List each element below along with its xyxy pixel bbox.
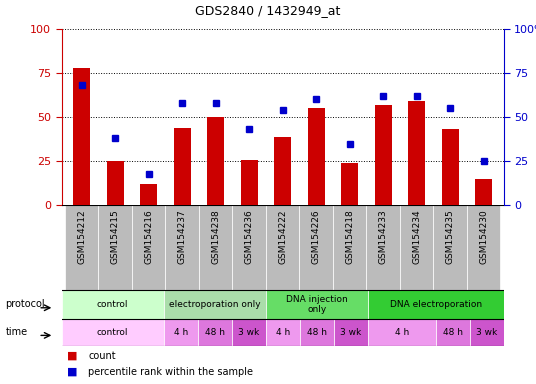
Text: GSM154226: GSM154226 [312,210,321,264]
Text: 3 wk: 3 wk [238,328,259,337]
Text: 48 h: 48 h [443,328,463,337]
Bar [199,205,233,290]
Bar [62,319,163,346]
Bar [232,319,266,346]
Bar [368,319,436,346]
Bar [408,101,425,205]
Bar [73,68,90,205]
Bar [266,205,300,290]
Bar [198,319,232,346]
Bar [266,290,368,319]
Text: 3 wk: 3 wk [476,328,497,337]
Bar [140,184,157,205]
Bar [375,105,392,205]
Text: 4 h: 4 h [174,328,188,337]
Text: GSM154238: GSM154238 [211,210,220,265]
Text: control: control [97,300,129,309]
Bar [367,205,400,290]
Text: 48 h: 48 h [307,328,327,337]
Text: count: count [88,351,116,361]
Text: control: control [97,328,129,337]
Bar [233,205,266,290]
Text: protocol: protocol [5,299,45,310]
Text: GSM154235: GSM154235 [446,210,455,265]
Bar [308,108,325,205]
Bar [107,161,124,205]
Text: DNA injection
only: DNA injection only [286,295,348,314]
Text: ■: ■ [67,351,78,361]
Text: GSM154237: GSM154237 [178,210,187,265]
Bar [300,205,333,290]
Text: DNA electroporation: DNA electroporation [390,300,482,309]
Bar [434,205,467,290]
Text: GSM154230: GSM154230 [479,210,488,265]
Text: GDS2840 / 1432949_at: GDS2840 / 1432949_at [195,4,341,17]
Bar [174,128,191,205]
Bar [368,290,504,319]
Text: GSM154218: GSM154218 [345,210,354,265]
Bar [442,129,459,205]
Bar [274,137,291,205]
Bar [62,290,163,319]
Bar [475,179,492,205]
Text: 4 h: 4 h [394,328,409,337]
Text: GSM154212: GSM154212 [77,210,86,264]
Bar [241,159,258,205]
Bar [132,205,166,290]
Bar [266,319,300,346]
Text: GSM154222: GSM154222 [278,210,287,264]
Bar [333,205,367,290]
Bar [334,319,368,346]
Bar [207,117,224,205]
Text: 3 wk: 3 wk [340,328,361,337]
Text: percentile rank within the sample: percentile rank within the sample [88,366,254,377]
Bar [65,205,99,290]
Bar [99,205,132,290]
Bar [470,319,504,346]
Bar [300,319,334,346]
Bar [400,205,434,290]
Text: GSM154234: GSM154234 [412,210,421,264]
Bar [163,290,266,319]
Text: ■: ■ [67,366,78,377]
Bar [467,205,501,290]
Bar [436,319,470,346]
Text: GSM154215: GSM154215 [111,210,120,265]
Text: 48 h: 48 h [205,328,225,337]
Bar [166,205,199,290]
Text: time: time [5,327,27,337]
Text: electroporation only: electroporation only [169,300,260,309]
Bar [341,163,358,205]
Text: 4 h: 4 h [276,328,290,337]
Text: GSM154233: GSM154233 [379,210,388,265]
Bar [163,319,198,346]
Text: GSM154236: GSM154236 [245,210,254,265]
Text: GSM154216: GSM154216 [144,210,153,265]
